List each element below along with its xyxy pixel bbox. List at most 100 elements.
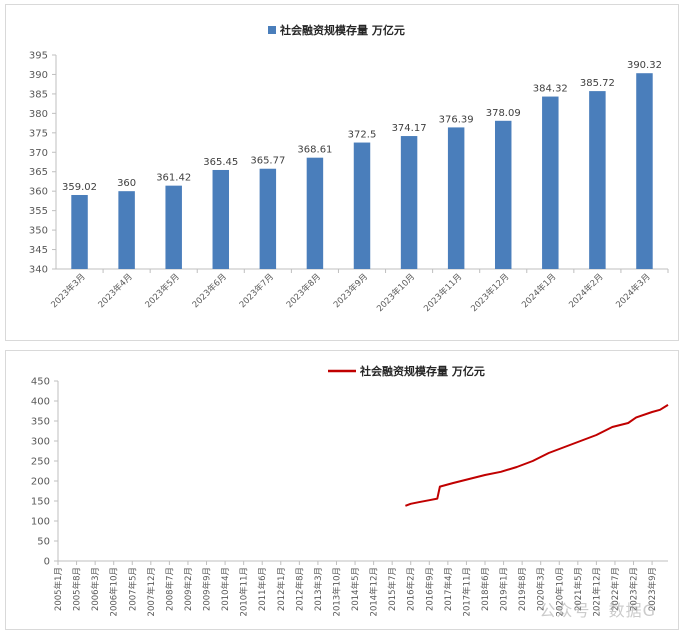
bar (636, 73, 653, 269)
x-tick-label: 2023年8月 (284, 271, 323, 310)
line-legend-label: 社会融资规模存量 万亿元 (359, 364, 485, 378)
bar-chart-panel: 社会融资规模存量 万亿元 340 345 350 355 360 365 370 375 380… (5, 4, 679, 341)
x-tick-label: 2017年4月 (443, 567, 454, 611)
x-tick-label: 2023年11月 (422, 271, 465, 314)
x-tick-label: 2012年1月 (276, 567, 287, 611)
series-line (405, 404, 669, 507)
bar-chart: 社会融资规模存量 万亿元 340 345 350 355 360 365 370 375 380… (29, 23, 669, 314)
bar (306, 157, 324, 269)
y-tick-label: 0 (44, 557, 50, 568)
x-tick-label: 2007年12月 (146, 567, 157, 616)
y-tick-label: 400 (31, 397, 50, 408)
x-tick-label: 2009年9月 (202, 567, 213, 611)
bar-data-label: 390.32 (627, 60, 662, 71)
bar (400, 136, 418, 269)
bar (589, 91, 606, 269)
bar (165, 185, 182, 269)
bar-legend: 社会融资规模存量 万亿元 (268, 23, 405, 37)
x-tick-label: 2013年10月 (331, 567, 342, 616)
x-tick-label: 2024年1月 (520, 271, 559, 310)
x-tick-label: 2021年5月 (573, 567, 584, 611)
y-tick-label: 250 (31, 457, 50, 468)
bar-data-label: 360 (117, 178, 136, 189)
x-tick-label: 2010年11月 (239, 567, 250, 616)
bar (447, 127, 465, 269)
y-tick-label: 50 (37, 537, 50, 548)
y-tick-label: 100 (31, 517, 50, 528)
y-tick-label: 300 (31, 437, 50, 448)
x-tick-label: 2020年3月 (536, 567, 547, 611)
bar (353, 142, 371, 269)
x-tick-label: 2012年8月 (294, 567, 305, 611)
bar (494, 120, 512, 269)
x-tick-label: 2011年6月 (257, 567, 268, 611)
x-tick-label: 2017年11月 (461, 567, 472, 616)
y-tick-label: 390 (29, 70, 48, 81)
x-tick-label: 2023年9月 (647, 567, 658, 611)
x-tick-label: 2014年12月 (369, 567, 380, 616)
x-tick-label: 2023年3月 (49, 271, 88, 310)
x-tick-label: 2009年2月 (183, 567, 194, 611)
x-tick-label: 2021年12月 (591, 567, 602, 616)
y-tick-label: 375 (29, 128, 48, 139)
x-tick-label: 2022年7月 (610, 567, 621, 611)
bar-data-label: 378.09 (486, 108, 521, 119)
x-tick-label: 2016年9月 (424, 567, 435, 611)
x-tick-label: 2007年5月 (127, 567, 138, 611)
bar-legend-swatch (268, 26, 276, 34)
x-tick-label: 2006年3月 (90, 567, 101, 611)
y-tick-label: 380 (29, 109, 48, 120)
x-tick-label: 2005年8月 (72, 567, 83, 611)
line-legend: 社会融资规模存量 万亿元 (328, 364, 485, 378)
bar-data-label: 376.39 (439, 114, 474, 125)
x-tick-label: 2023年5月 (143, 271, 182, 310)
line-chart: 社会融资规模存量 万亿元 0 50 100 150 200 250 300 350 400 450… (31, 364, 669, 616)
y-tick-label: 350 (29, 226, 48, 237)
x-tick-label: 2023年6月 (190, 271, 229, 310)
x-tick-label: 2013年3月 (313, 567, 324, 611)
bar (542, 96, 559, 270)
x-tick-label: 2019年8月 (517, 567, 528, 611)
x-tick-label: 2015年7月 (387, 567, 398, 611)
bar-data-label: 374.17 (392, 123, 427, 134)
bar-data-label: 365.45 (203, 157, 238, 168)
x-tick-label: 2024年2月 (567, 271, 606, 310)
x-tick-label: 2023年4月 (96, 271, 135, 310)
y-tick-label: 395 (29, 51, 48, 62)
bar-data-label: 384.32 (533, 84, 568, 95)
y-tick-label: 350 (31, 417, 50, 428)
bar-data-label: 372.5 (348, 130, 377, 141)
y-tick-label: 355 (29, 206, 48, 217)
x-tick-label: 2014年5月 (350, 567, 361, 611)
x-tick-label: 2023年2月 (629, 567, 640, 611)
bar-data-label: 368.61 (297, 145, 332, 156)
x-tick-label: 2006年10月 (109, 567, 120, 616)
line-chart-panel: 社会融资规模存量 万亿元 0 50 100 150 200 250 300 350 400 450… (5, 350, 679, 630)
x-tick-label: 2005年1月 (53, 567, 64, 611)
x-tick-label: 2018年6月 (480, 567, 491, 611)
x-tick-label: 2023年10月 (374, 271, 417, 314)
y-tick-label: 345 (29, 245, 48, 256)
x-tick-label: 2010年4月 (220, 567, 231, 611)
x-tick-label: 2019年1月 (499, 567, 510, 611)
x-tick-label: 2024年3月 (614, 271, 653, 310)
x-tick-label: 2020年10月 (554, 567, 565, 616)
x-tick-label: 2023年12月 (469, 271, 512, 314)
bar-data-label: 385.72 (580, 78, 615, 89)
y-tick-label: 150 (31, 497, 50, 508)
bar-data-label: 365.77 (250, 156, 285, 167)
x-tick-label: 2023年9月 (331, 271, 370, 310)
y-tick-label: 450 (31, 377, 50, 388)
bar (212, 169, 230, 269)
y-tick-label: 385 (29, 89, 48, 100)
y-tick-label: 360 (29, 187, 48, 198)
bar (259, 168, 277, 269)
bar (118, 191, 135, 269)
x-tick-label: 2008年7月 (164, 567, 175, 611)
bar-legend-label: 社会融资规模存量 万亿元 (279, 23, 405, 37)
watermark: 公众号 · 数据G (539, 601, 656, 620)
bar-data-label: 359.02 (62, 182, 97, 193)
y-tick-label: 365 (29, 167, 48, 178)
x-tick-label: 2023年7月 (237, 271, 276, 310)
bar (71, 194, 88, 269)
